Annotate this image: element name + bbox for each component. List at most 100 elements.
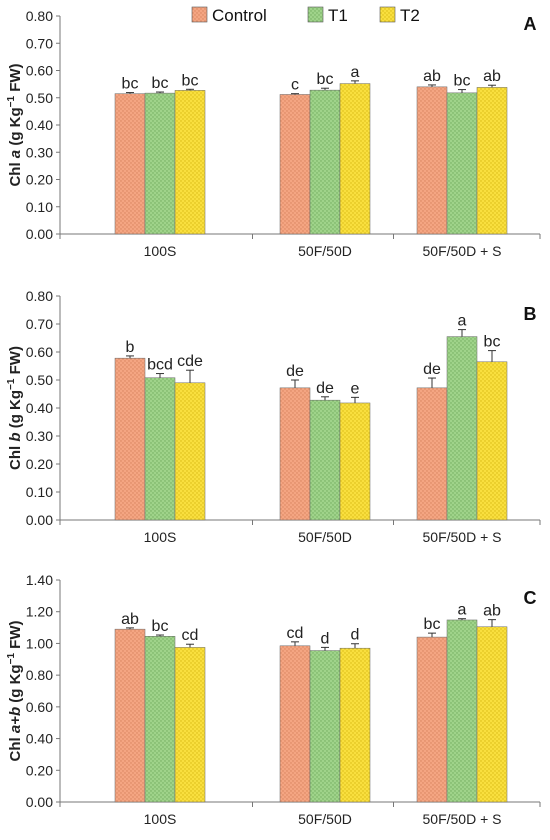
legend-item-control: Control (191, 6, 267, 25)
category-label: 100S (144, 529, 177, 545)
bar-control (279, 94, 311, 235)
significance-letter: a (458, 602, 467, 619)
y-tick-label: 0.30 (26, 144, 53, 160)
significance-letter: ab (483, 603, 501, 620)
bar-t1 (446, 336, 478, 521)
category-label: 50F/50D (298, 529, 352, 545)
bar-control (416, 86, 448, 235)
category-label: 50F/50D + S (423, 243, 502, 259)
significance-letter: bc (454, 73, 471, 90)
y-tick-label: 1.40 (26, 572, 53, 588)
bar-t1 (144, 92, 176, 235)
y-axis-label: Chl a (g Kg−1 FW) (6, 63, 24, 186)
legend-label: T1 (328, 6, 348, 25)
bar-t2 (476, 87, 508, 235)
bar-t2 (174, 647, 206, 803)
y-tick-label: 0.80 (26, 8, 53, 24)
bar-control (114, 357, 146, 521)
significance-letter: ab (423, 68, 441, 85)
y-tick-label: 0.60 (26, 344, 53, 360)
significance-letter: bc (122, 76, 139, 93)
category-label: 100S (144, 811, 177, 827)
y-tick-label: 1.20 (26, 604, 53, 620)
legend-item-t2: T2 (379, 6, 420, 25)
y-tick-label: 0.10 (26, 199, 53, 215)
bar-t2 (339, 402, 371, 521)
y-tick-label: 0.00 (26, 226, 53, 242)
category-label: 50F/50D + S (423, 529, 502, 545)
legend-label: Control (212, 6, 267, 25)
significance-letter: bc (152, 75, 169, 92)
significance-letter: d (351, 627, 360, 644)
significance-letter: bc (484, 334, 501, 351)
panel-b: 0.00 0.10 0.20 0.30 0.40 0.50 0.60 0.70 0.80 100S… (6, 288, 541, 545)
y-tick-label: 0.80 (26, 667, 53, 683)
legend: Control T1 T2 (191, 6, 420, 25)
y-tick-label: 0.40 (26, 731, 53, 747)
y-tick-label: 0.00 (26, 512, 53, 528)
bar-t1 (446, 619, 478, 803)
category-label: 100S (144, 243, 177, 259)
panel-a: 0.00 0.10 0.20 0.30 0.40 0.50 0.60 0.70 0.80 100S… (6, 8, 541, 259)
panel-label: B (524, 304, 537, 324)
legend-swatch (379, 6, 396, 23)
bar-control (279, 645, 311, 803)
legend-item-t1: T1 (307, 6, 348, 25)
significance-letter: a (351, 64, 360, 81)
y-tick-label: 0.20 (26, 172, 53, 188)
bar-control (416, 387, 448, 521)
panel-label: C (524, 588, 537, 608)
bar-t1 (309, 89, 341, 235)
bar-control (416, 636, 448, 803)
significance-letter: bc (317, 71, 334, 88)
legend-label: T2 (400, 6, 420, 25)
bar-t1 (144, 636, 176, 803)
bar-t2 (174, 382, 206, 521)
significance-letter: de (286, 363, 304, 380)
significance-letter: d (321, 630, 330, 647)
y-axis-label: Chl a+b (g Kg−1 FW) (6, 620, 24, 761)
y-tick-label: 0.10 (26, 484, 53, 500)
bar-t2 (476, 626, 508, 803)
significance-letter: cd (287, 625, 304, 642)
significance-letter: de (423, 361, 441, 378)
significance-letter: bc (424, 616, 441, 633)
y-tick-label: 0.80 (26, 288, 53, 304)
y-tick-label: 0.50 (26, 372, 53, 388)
bar-t2 (339, 83, 371, 235)
bar-t1 (144, 377, 176, 521)
category-label: 50F/50D + S (423, 811, 502, 827)
significance-letter: cd (182, 627, 199, 644)
significance-letter: ab (121, 611, 139, 628)
bar-t1 (309, 650, 341, 803)
bar-t2 (476, 361, 508, 521)
significance-letter: c (291, 77, 299, 94)
category-label: 50F/50D (298, 811, 352, 827)
y-tick-label: 0.70 (26, 35, 53, 51)
bar-t2 (339, 647, 371, 803)
legend-swatch (191, 6, 208, 23)
panel-label: A (524, 14, 537, 34)
significance-letter: bcd (147, 357, 173, 374)
significance-letter: ab (483, 68, 501, 85)
category-label: 50F/50D (298, 243, 352, 259)
significance-letter: de (316, 380, 334, 397)
bar-control (114, 628, 146, 803)
panels: 0.00 0.10 0.20 0.30 0.40 0.50 0.60 0.70 0.80 100S… (6, 8, 541, 827)
significance-letter: a (458, 313, 467, 330)
significance-letter: bc (182, 72, 199, 89)
y-tick-label: 0.40 (26, 117, 53, 133)
y-tick-label: 0.30 (26, 428, 53, 444)
significance-letter: cde (177, 353, 203, 370)
bar-t1 (446, 92, 478, 235)
y-tick-label: 0.50 (26, 90, 53, 106)
bar-t1 (309, 399, 341, 521)
y-tick-label: 0.70 (26, 316, 53, 332)
y-tick-label: 1.00 (26, 635, 53, 651)
significance-letter: e (351, 380, 360, 397)
bar-control (114, 93, 146, 235)
significance-letter: bc (152, 618, 169, 635)
y-tick-label: 0.20 (26, 456, 53, 472)
y-tick-label: 0.20 (26, 762, 53, 778)
